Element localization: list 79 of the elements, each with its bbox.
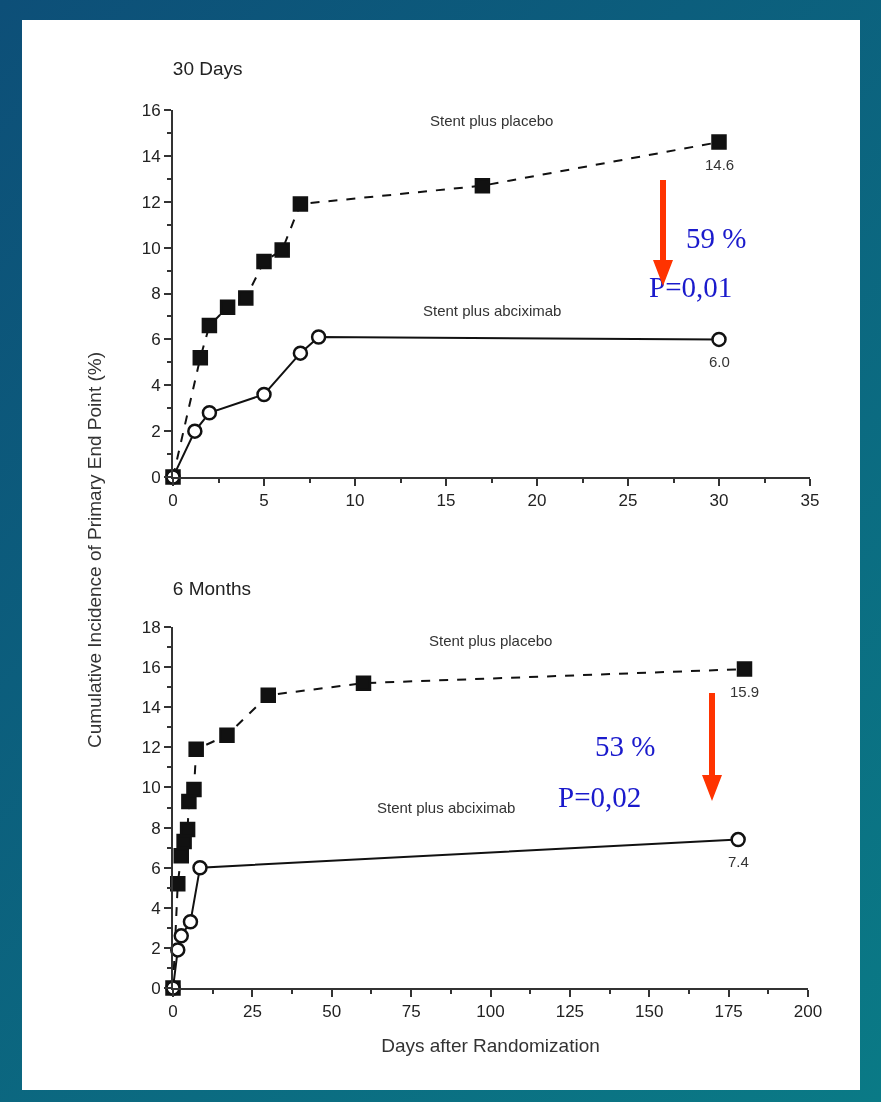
- data-label: 15.9: [730, 683, 760, 700]
- y-tick-label: 0: [151, 467, 161, 487]
- y-tick-label: 14: [141, 146, 161, 166]
- point: [219, 727, 235, 744]
- x-tick-label: 150: [635, 1002, 664, 1022]
- point: [173, 847, 189, 864]
- point: [256, 253, 272, 270]
- point: [179, 821, 196, 838]
- x-axis-title: Days after Randomization: [381, 1034, 600, 1056]
- chart-title: 30 Days: [172, 58, 243, 80]
- y-tick-label: 4: [151, 376, 161, 396]
- point: [730, 831, 746, 848]
- annotation: P=0,01: [649, 271, 733, 303]
- point: [274, 242, 290, 258]
- point: [219, 299, 236, 316]
- point: [711, 331, 727, 348]
- point: [188, 741, 204, 758]
- y-tick-label: 16: [141, 658, 161, 678]
- y-tick-label: 8: [151, 818, 161, 838]
- point: [186, 781, 202, 798]
- chart-title: 6 Months: [172, 578, 251, 600]
- x-tick-label: 5: [259, 491, 269, 511]
- text: Stent plus placebo: [430, 112, 554, 129]
- point: [256, 386, 272, 403]
- point: [260, 687, 276, 703]
- y-tick-label: 2: [151, 422, 161, 442]
- x-tick-label: 100: [476, 1002, 505, 1022]
- y-tick-label: 16: [141, 100, 161, 120]
- data-label: 14.6: [705, 156, 735, 173]
- data-label: 6.0: [709, 353, 730, 370]
- x-tick-label: 200: [793, 1002, 823, 1022]
- point: [187, 423, 203, 439]
- x-tick-label: 20: [527, 491, 547, 511]
- point: [201, 317, 218, 334]
- y-tick-label: 6: [151, 858, 161, 878]
- x-tick-label: 35: [800, 491, 820, 511]
- series-label: Stent plus abciximab: [423, 302, 562, 319]
- point: [182, 914, 199, 930]
- x-tick-label: 75: [401, 1002, 421, 1022]
- y-tick-label: 0: [151, 978, 161, 998]
- point: [173, 928, 189, 944]
- point: [310, 329, 327, 345]
- point: [474, 177, 491, 194]
- x-tick-label: 10: [345, 491, 365, 511]
- series-label: Stent plus placebo: [429, 632, 553, 649]
- x-tick-label: 25: [618, 491, 638, 511]
- y-tick-label: 10: [141, 238, 161, 258]
- x-tick-label: 30: [709, 491, 729, 511]
- y-tick-label: 18: [141, 617, 161, 637]
- data-label: 7.4: [728, 853, 749, 870]
- point: [292, 345, 309, 361]
- x-tick-label: 0: [168, 491, 178, 511]
- x-tick-label: 125: [555, 1002, 585, 1022]
- y-tick-label: 4: [151, 898, 161, 918]
- y-tick-label: 6: [151, 330, 161, 350]
- x-tick-label: 50: [322, 1002, 342, 1022]
- point: [736, 661, 753, 677]
- y-tick-label: 12: [141, 738, 161, 758]
- point: [238, 290, 254, 306]
- point: [192, 859, 208, 876]
- annotation: 59 %: [686, 222, 747, 254]
- x-tick-label: 15: [436, 491, 456, 511]
- y-axis-title: Cumulative Incidence of Primary End Point (%): [84, 352, 106, 748]
- point: [711, 134, 727, 150]
- y-tick-label: 12: [141, 192, 161, 212]
- x-tick-label: 25: [242, 1002, 262, 1022]
- point: [355, 675, 372, 691]
- point: [292, 196, 309, 212]
- x-tick-label: 0: [168, 1002, 178, 1022]
- annotation: P=0,02: [558, 781, 642, 813]
- text: Stent plus abciximab: [377, 799, 516, 816]
- y-tick-label: 14: [141, 698, 161, 718]
- point: [192, 349, 209, 366]
- y-tick-label: 8: [151, 284, 161, 304]
- x-tick-label: 175: [714, 1002, 743, 1022]
- annotation: 53 %: [595, 730, 656, 762]
- y-tick-label: 2: [151, 938, 161, 958]
- y-tick-label: 10: [141, 778, 161, 798]
- point: [201, 405, 218, 421]
